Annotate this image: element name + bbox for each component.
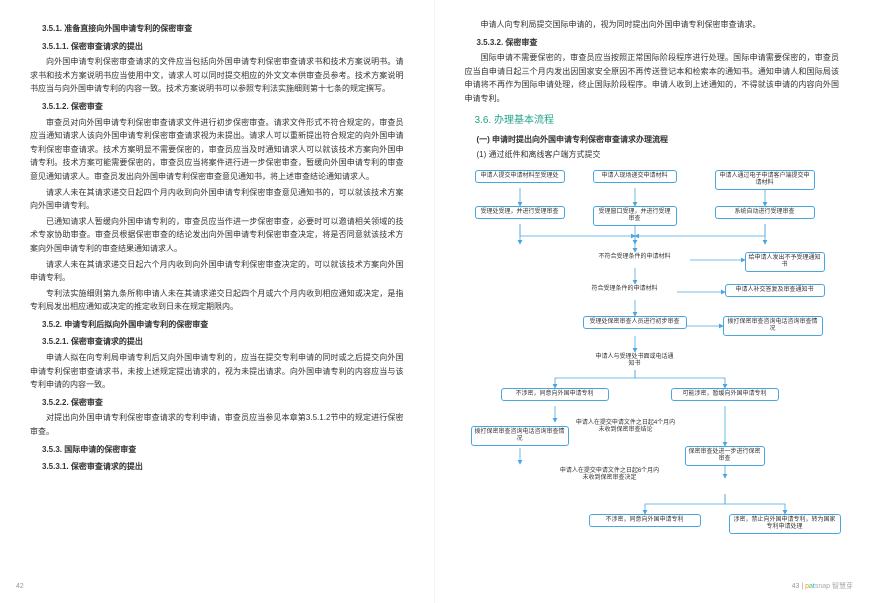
para: 已通知请求人暂缓向外国申请专利的，审查员应当作进一步保密审查，必要时可以邀请相关… bbox=[30, 215, 404, 256]
heading-352: 3.5.2. 申请专利后拟向外国申请专利的保密审查 bbox=[42, 318, 404, 332]
heading-353: 3.5.3. 国际申请的保密审查 bbox=[42, 443, 404, 457]
flow-node: 系统自动进行受理审查 bbox=[715, 206, 815, 219]
flow-node: 不涉密，同意向外国申请专利 bbox=[589, 514, 701, 527]
page-number-left: 42 bbox=[16, 581, 24, 593]
para: 国际申请不需要保密的，审查员应当按照正常国际阶段程序进行处理。国际申请需要保密的… bbox=[465, 51, 840, 105]
section-36: 3.6. 办理基本流程 bbox=[475, 112, 840, 129]
page-right: 申请人向专利局提交国际申请的，视为同时提出向外国申请专利保密审查请求。 3.5.… bbox=[435, 0, 869, 603]
heading-351: 3.5.1. 准备直接向外国申请专利的保密审查 bbox=[42, 22, 404, 36]
page-number-right: 43 | patsnap 智慧芽 bbox=[792, 581, 853, 593]
flow-node: 受理处受理，并进行受理审查 bbox=[475, 206, 565, 219]
para: 对提出向外国申请专利保密审查请求的专利申请，审查员应当参见本章第3.5.1.2节… bbox=[30, 411, 404, 438]
para: 专利法实施细则第九条所称申请人未在其请求递交日起四个月或六个月内收到相应通知或决… bbox=[30, 287, 404, 314]
page-num: 43 bbox=[792, 583, 800, 590]
page-left: 3.5.1. 准备直接向外国申请专利的保密审查 3.5.1.1. 保密审查请求的… bbox=[0, 0, 435, 603]
subsection-11: (1) 通过纸件和离线客户端方式提交 bbox=[477, 148, 840, 162]
subsection-1: (一) 申请时提出向外国申请专利保密审查请求办理流程 bbox=[477, 133, 840, 147]
flow-node: 受理窗口受理，并进行受理审查 bbox=[593, 206, 677, 226]
flow-label: 申请人在提交申请文件之日起6个月内未收到保密审查决定 bbox=[555, 466, 665, 484]
heading-3512: 3.5.1.2. 保密审查 bbox=[42, 100, 404, 114]
flow-node: 可能涉密，暂缓向外国申请专利 bbox=[671, 388, 779, 401]
heading-3511: 3.5.1.1. 保密审查请求的提出 bbox=[42, 40, 404, 54]
brand-logo: patsnap 智慧芽 bbox=[805, 583, 853, 590]
flow-node: 拨打保密审查咨询电话咨询审查情况 bbox=[471, 426, 569, 446]
flow-label: 符合受理条件的申请材料 bbox=[573, 284, 677, 295]
flow-node: 申请人通过电子申请客户端提交申请材料 bbox=[715, 170, 815, 190]
flow-node: 申请人现场递交申请材料 bbox=[593, 170, 677, 183]
flowchart: 申请人提交申请材料至受理处 申请人现场递交申请材料 申请人通过电子申请客户端提交… bbox=[465, 166, 835, 546]
para: 向外国申请专利保密审查请求的文件应当包括向外国申请专利保密审查请求书和技术方案说… bbox=[30, 55, 404, 96]
flow-node: 受理处保密审查人员进行初步审查 bbox=[583, 316, 687, 329]
flow-node: 申请人提交申请材料至受理处 bbox=[475, 170, 565, 183]
flow-label: 申请人与受理处书面或电话通知书 bbox=[593, 352, 677, 370]
heading-3531: 3.5.3.1. 保密审查请求的提出 bbox=[42, 460, 404, 474]
flow-label: 申请人在提交申请文件之日起4个月内未收到保密审查结论 bbox=[573, 418, 679, 436]
para: 申请人拟在向专利局申请专利后又向外国申请专利的，应当在提交专利申请的同时或之后提… bbox=[30, 351, 404, 392]
flow-node: 涉密，禁止向外国申请专利，转为国家专利申请处理 bbox=[729, 514, 841, 534]
flow-node: 给申请人发出不予受理通知书 bbox=[745, 252, 825, 272]
flow-node: 拨打保密审查咨询电话咨询审查情况 bbox=[723, 316, 823, 336]
para: 请求人未在其请求递交日起四个月内收到向外国申请专利保密审查意见通知书的，可以就该… bbox=[30, 186, 404, 213]
heading-3522: 3.5.2.2. 保密审查 bbox=[42, 396, 404, 410]
para: 请求人未在其请求递交日起六个月内收到向外国申请专利保密审查决定的，可以就该技术方… bbox=[30, 258, 404, 285]
heading-3532: 3.5.3.2. 保密审查 bbox=[477, 36, 840, 50]
flow-node: 不涉密，同意向外国申请专利 bbox=[501, 388, 609, 401]
heading-3521: 3.5.2.1. 保密审查请求的提出 bbox=[42, 335, 404, 349]
para: 申请人向专利局提交国际申请的，视为同时提出向外国申请专利保密审查请求。 bbox=[465, 18, 840, 32]
flow-label: 不符合受理条件的申请材料 bbox=[580, 252, 690, 263]
flow-node: 保密审查处进一步进行保密审查 bbox=[685, 446, 765, 466]
flow-node: 申请人补交答复及审查通知书 bbox=[725, 284, 825, 297]
para: 审查员对向外国申请专利保密审查请求文件进行初步保密审查。请求文件形式不符合规定的… bbox=[30, 116, 404, 184]
